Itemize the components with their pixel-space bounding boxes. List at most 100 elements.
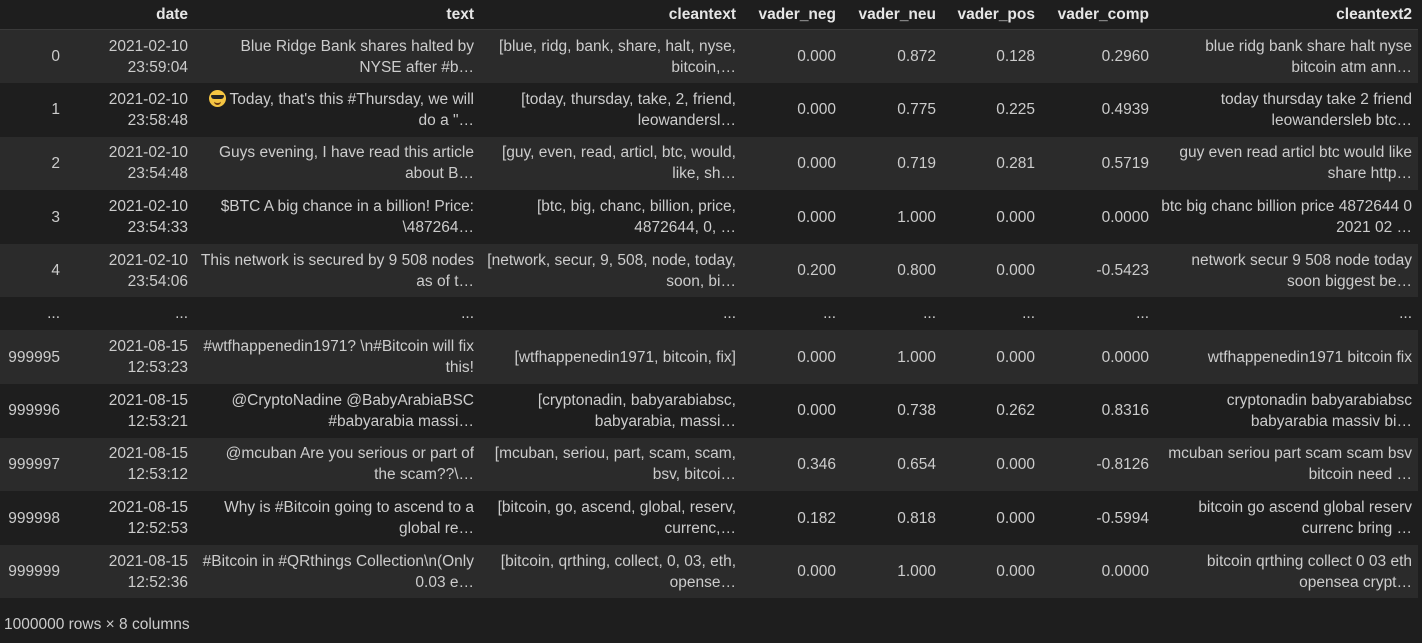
text-cell-content: This network is secured by 9 508 nodes a… xyxy=(200,251,474,290)
vader-neu-cell: 1.000 xyxy=(842,544,942,599)
date-cell: 2021-02-10 23:54:06 xyxy=(70,243,194,298)
cleantext-cell-content: [bitcoin, go, ascend, global, reserv, cu… xyxy=(497,499,736,538)
text-cell-content: Why is #Bitcoin going to ascend to a glo… xyxy=(224,499,474,538)
vader-pos-cell: 0.262 xyxy=(942,384,1041,438)
date-cell: 2021-08-15 12:53:21 xyxy=(70,384,194,438)
date-cell: 2021-08-15 12:52:36 xyxy=(70,544,194,599)
text-cell: $BTC A big chance in a billion! Price: \… xyxy=(194,190,480,244)
vader-comp-cell: 0.0000 xyxy=(1041,330,1155,385)
vader-pos-header: vader_pos xyxy=(942,0,1041,30)
cleantext-cell: [network, secur, 9, 508, node, today, so… xyxy=(480,243,742,298)
vader-neg-cell: ... xyxy=(742,297,842,331)
date-cell-content: 2021-08-15 12:52:36 xyxy=(108,552,188,591)
cleantext-cell-content: [mcuban, seriou, part, scam, scam, bsv, … xyxy=(494,445,736,484)
table-row: 999999 2021-08-15 12:52:36 #Bitcoin in #QR… xyxy=(0,544,1418,599)
row-index: 999997 xyxy=(0,437,70,492)
text-cell: @mcuban Are you serious or part of the s… xyxy=(194,437,480,492)
text-cell-content: Blue Ridge Bank shares halted by NYSE af… xyxy=(240,37,474,76)
vader-pos-cell: 0.000 xyxy=(942,243,1041,298)
date-cell-content: 2021-02-10 23:54:33 xyxy=(108,198,188,237)
row-index: 4 xyxy=(0,243,70,298)
table-row: 2 2021-02-10 23:54:48 Guys evening, I have… xyxy=(0,136,1418,191)
text-cell: Guys evening, I have read this article a… xyxy=(194,136,480,191)
table-row: 4 2021-02-10 23:54:06 This network is secu… xyxy=(0,243,1418,298)
date-cell: 2021-02-10 23:59:04 xyxy=(70,29,194,84)
text-cell-content: @CryptoNadine @BabyArabiaBSC #babyarabia… xyxy=(231,391,474,430)
table-row: 999996 2021-08-15 12:53:21 @CryptoNadine @… xyxy=(0,384,1418,438)
cleantext2-cell-content: btc big chanc billion price 4872644 0 20… xyxy=(1161,198,1412,237)
vader-pos-cell: 0.000 xyxy=(942,190,1041,244)
vader-pos-cell: 0.000 xyxy=(942,330,1041,385)
text-cell: ... xyxy=(194,297,480,331)
vader-neg-cell: 0.000 xyxy=(742,29,842,84)
row-index: 0 xyxy=(0,29,70,84)
date-cell: 2021-02-10 23:54:33 xyxy=(70,190,194,244)
vader-pos-cell: ... xyxy=(942,297,1041,331)
row-index: 1 xyxy=(0,83,70,137)
table-body: 0 2021-02-10 23:59:04 Blue Ridge Bank shar… xyxy=(0,29,1418,599)
cleantext2-cell: bitcoin qrthing collect 0 03 eth opensea… xyxy=(1155,544,1418,599)
date-cell: 2021-02-10 23:58:48 xyxy=(70,83,194,137)
vader-neg-cell: 0.200 xyxy=(742,243,842,298)
cleantext-cell: [today, thursday, take, 2, friend, leowa… xyxy=(480,83,742,137)
cleantext2-cell-content: wtfhappenedin1971 bitcoin fix xyxy=(1207,348,1412,366)
cleantext-cell-content: [cryptonadin, babyarabiabsc, babyarabia,… xyxy=(537,391,736,430)
text-cell: Today, that's this #Thursday, we will do… xyxy=(194,83,480,137)
vader-neg-cell: 0.346 xyxy=(742,437,842,492)
row-index: 999996 xyxy=(0,384,70,438)
cleantext-cell: [wtfhappenedin1971, bitcoin, fix] xyxy=(480,330,742,385)
cleantext-cell-content: [today, thursday, take, 2, friend, leowa… xyxy=(521,90,736,129)
vader-comp-cell: ... xyxy=(1041,297,1155,331)
text-cell-content: Today, that's this #Thursday, we will do… xyxy=(200,89,474,131)
vader-neu-cell: 0.654 xyxy=(842,437,942,492)
text-cell: This network is secured by 9 508 nodes a… xyxy=(194,243,480,298)
text-cell: #Bitcoin in #QRthings Collection\n(Only … xyxy=(194,544,480,599)
date-cell: 2021-08-15 12:53:23 xyxy=(70,330,194,385)
cleantext-cell-content: [blue, ridg, bank, share, halt, nyse, bi… xyxy=(499,37,736,76)
vader-neu-cell: 1.000 xyxy=(842,190,942,244)
cleantext2-cell-content: bitcoin go ascend global reserv currenc … xyxy=(1198,499,1412,538)
cleantext2-header: cleantext2 xyxy=(1155,0,1418,30)
date-header: date xyxy=(70,0,194,30)
cleantext-cell-content: [guy, even, read, articl, btc, would, li… xyxy=(501,144,736,183)
date-cell: 2021-02-10 23:54:48 xyxy=(70,136,194,191)
text-cell-content: $BTC A big chance in a billion! Price: \… xyxy=(220,198,474,237)
cleantext2-cell: cryptonadin babyarabiabsc babyarabia mas… xyxy=(1155,384,1418,438)
vader-comp-cell: -0.8126 xyxy=(1041,437,1155,492)
vader-neg-cell: 0.182 xyxy=(742,491,842,545)
date-cell: ... xyxy=(70,297,194,331)
table-row: 1 2021-02-10 23:58:48 Today, that's this #… xyxy=(0,83,1418,137)
vader-pos-cell: 0.128 xyxy=(942,29,1041,84)
text-cell: Blue Ridge Bank shares halted by NYSE af… xyxy=(194,29,480,84)
dataframe-table: date text cleantext vader_neg vader_neu vader… xyxy=(0,0,1418,599)
date-cell-content: 2021-02-10 23:54:06 xyxy=(108,251,188,290)
cleantext2-cell-content: network secur 9 508 node today soon bigg… xyxy=(1191,251,1412,290)
vader-comp-cell: -0.5994 xyxy=(1041,491,1155,545)
vader-neu-cell: 1.000 xyxy=(842,330,942,385)
vader-comp-cell: 0.4939 xyxy=(1041,83,1155,137)
vader-comp-cell: 0.2960 xyxy=(1041,29,1155,84)
text-cell-content: #wtfhappenedin1971? \n#Bitcoin will fix … xyxy=(203,338,474,377)
vader-comp-cell: 0.0000 xyxy=(1041,190,1155,244)
date-cell-content: 2021-02-10 23:54:48 xyxy=(108,144,188,183)
cleantext2-cell: blue ridg bank share halt nyse bitcoin a… xyxy=(1155,29,1418,84)
vader-pos-cell: 0.000 xyxy=(942,491,1041,545)
ellipsis-row: ........................... xyxy=(0,297,1418,331)
date-cell-content: 2021-08-15 12:52:53 xyxy=(108,499,188,538)
vader-neu-header: vader_neu xyxy=(842,0,942,30)
row-index: 3 xyxy=(0,190,70,244)
row-index: 999995 xyxy=(0,330,70,385)
vader-neu-cell: 0.775 xyxy=(842,83,942,137)
cleantext-cell: [bitcoin, qrthing, collect, 0, 03, eth, … xyxy=(480,544,742,599)
date-cell-content: 2021-08-15 12:53:12 xyxy=(108,445,188,484)
vader-neu-cell: 0.738 xyxy=(842,384,942,438)
cleantext2-cell-content: bitcoin qrthing collect 0 03 eth opensea… xyxy=(1206,552,1412,591)
cleantext2-cell: ... xyxy=(1155,297,1418,331)
vader-neg-cell: 0.000 xyxy=(742,190,842,244)
cleantext2-cell-content: guy even read articl btc would like shar… xyxy=(1179,144,1412,183)
cleantext-cell: [blue, ridg, bank, share, halt, nyse, bi… xyxy=(480,29,742,84)
row-index: 2 xyxy=(0,136,70,191)
vader-comp-header: vader_comp xyxy=(1041,0,1155,30)
vader-neu-cell: 0.719 xyxy=(842,136,942,191)
text-cell-content: Guys evening, I have read this article a… xyxy=(218,144,474,183)
